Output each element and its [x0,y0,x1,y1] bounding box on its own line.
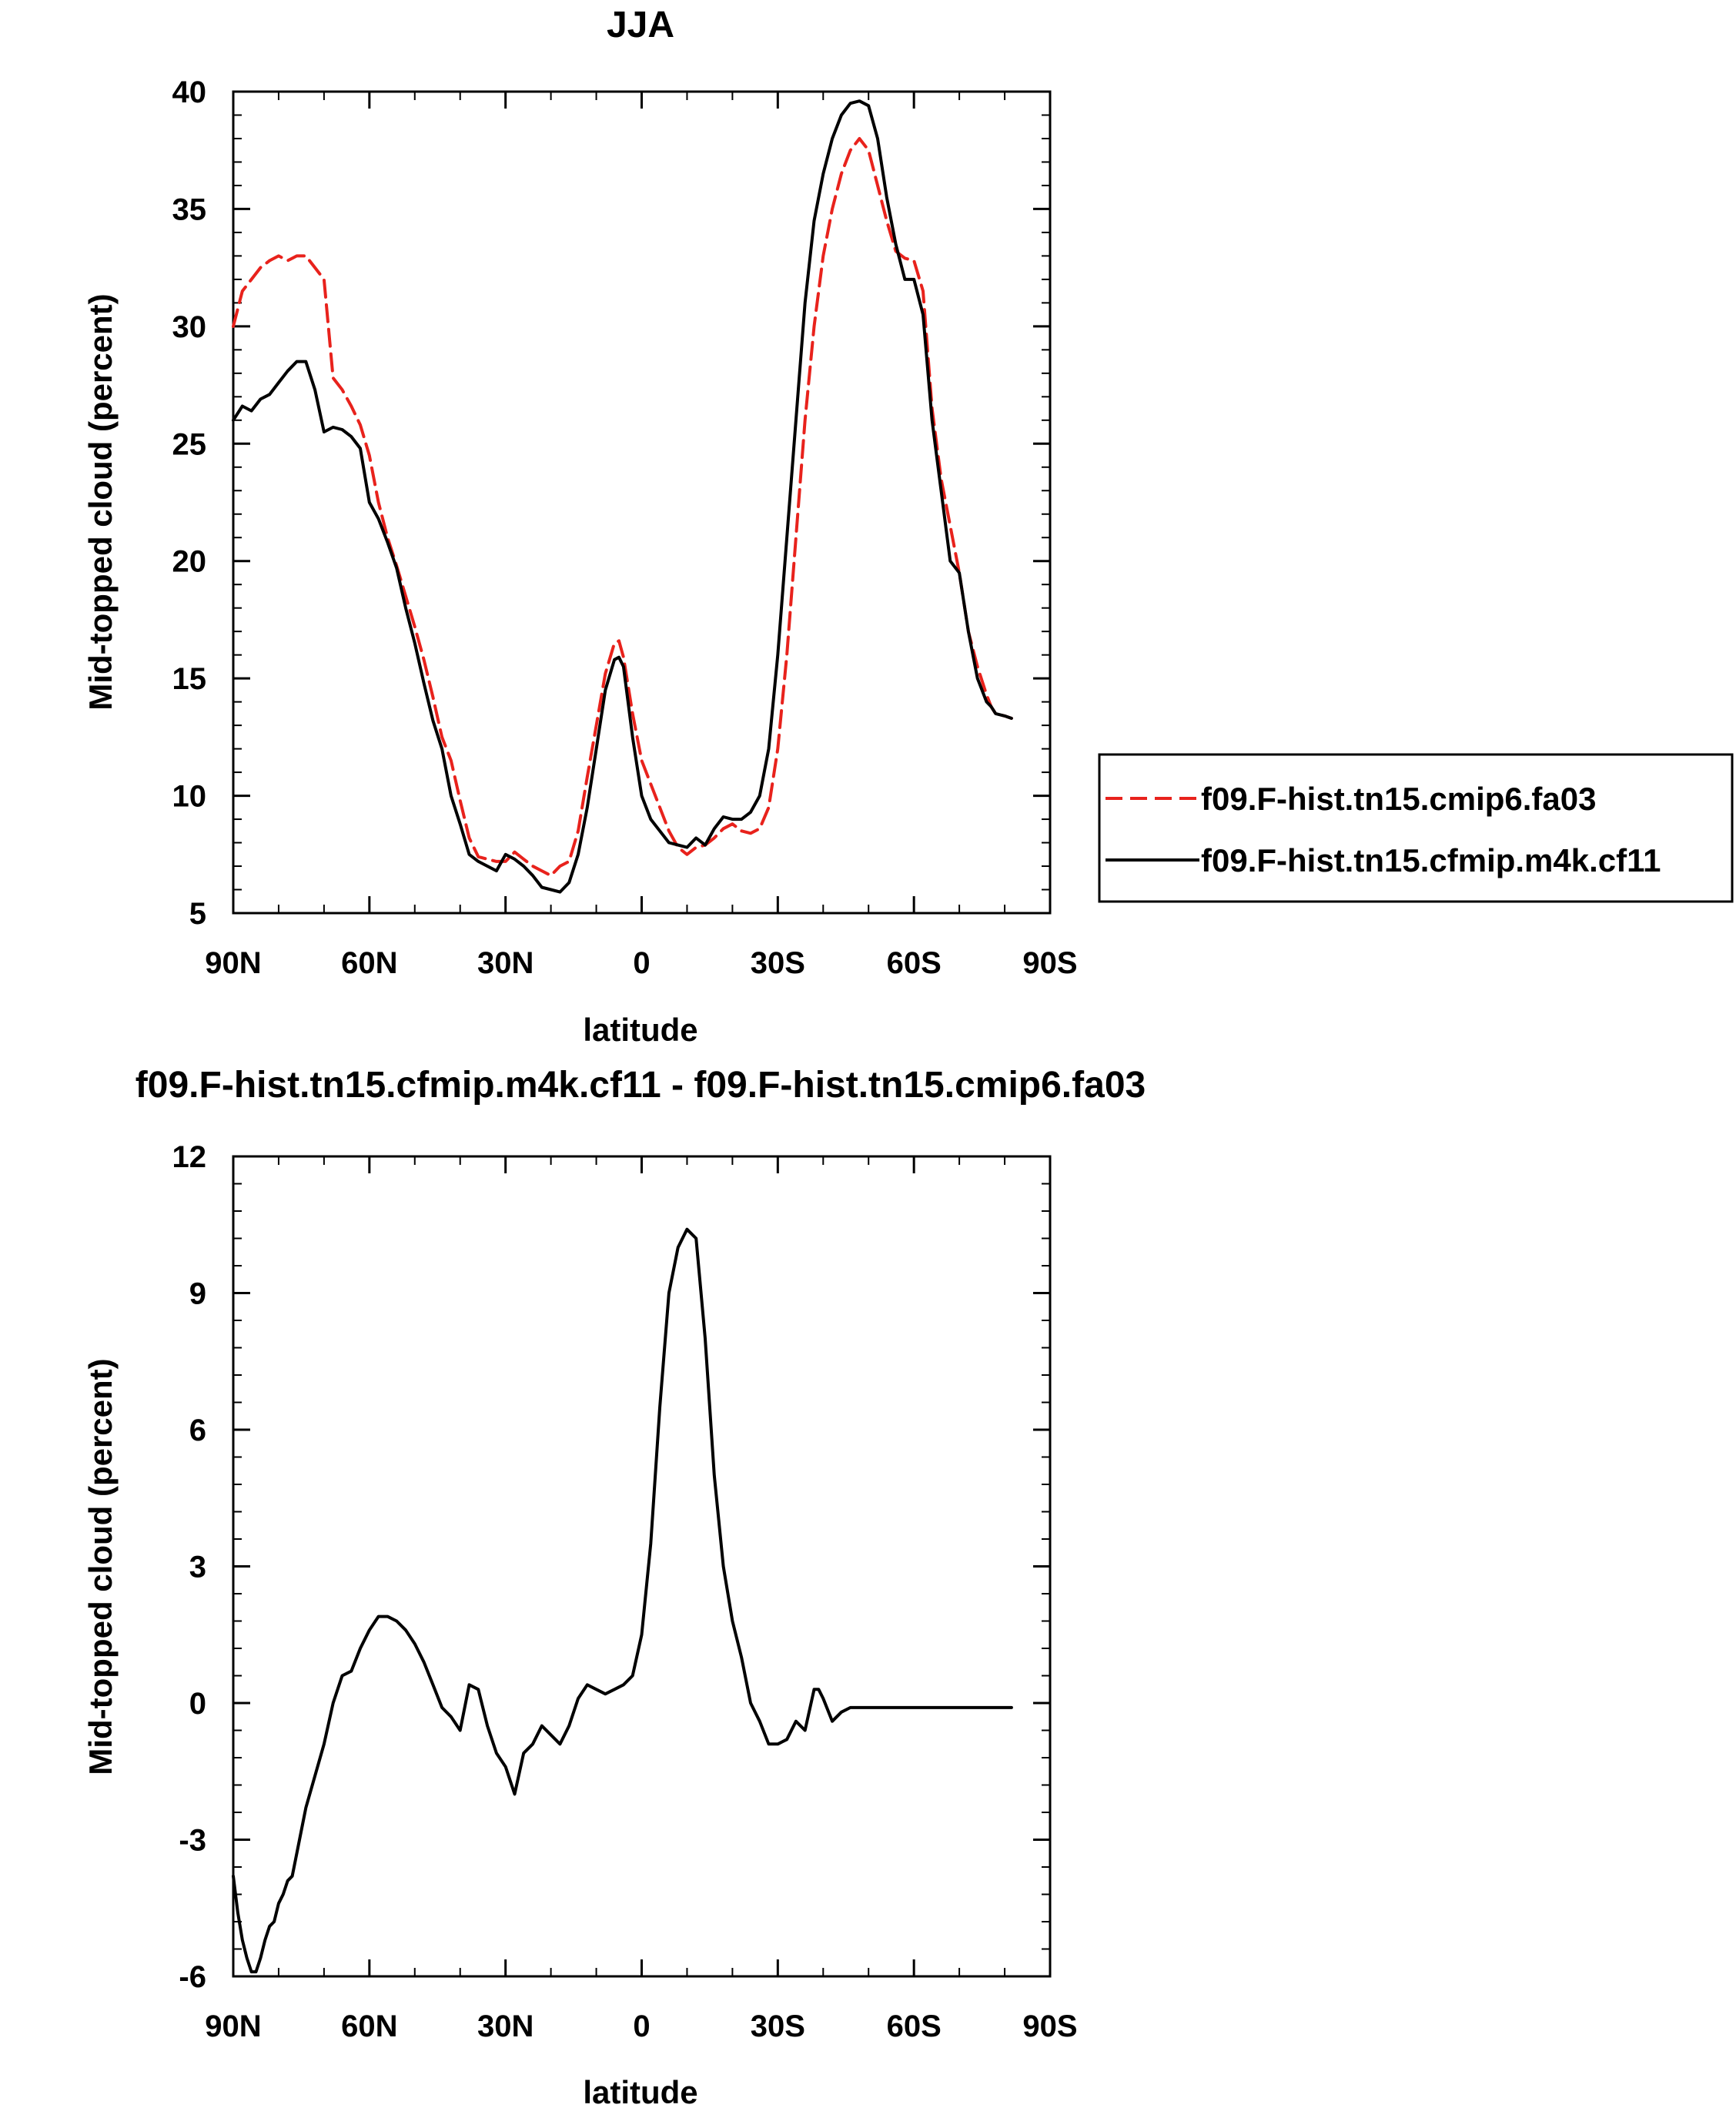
top-y-tick-label: 15 [172,662,207,696]
top-chart-title: JJA [607,5,674,45]
top-x-tick-label: 30S [751,946,805,980]
bottom-y-tick-label: 9 [189,1277,206,1311]
top-ticks: 90N 60N 30N 0 30S 60S 90S 5 10 15 20 25 30 35 40 [172,75,1078,980]
legend-label-cf11: f09.F-hist.tn15.cfmip.m4k.cf11 [1201,842,1661,878]
bottom-x-tick-label: 90N [205,2009,261,2043]
bottom-x-tick-label: 60N [341,2009,397,2043]
bottom-ticks: 90N 60N 30N 0 30S 60S 90S -6 -3 0 3 6 9 12 [172,1140,1078,2043]
bottom-x-axis-title: latitude [583,2074,697,2108]
top-x-tick-label: 0 [633,946,650,980]
top-x-tick-label: 60S [887,946,942,980]
bottom-y-tick-label: 0 [189,1687,206,1721]
bottom-x-tick-label: 60S [887,2009,942,2043]
bottom-x-tick-label: 30S [751,2009,805,2043]
top-y-tick-label: 35 [172,192,207,226]
bottom-y-tick-label: 12 [172,1140,207,1174]
bottom-y-tick-label: 3 [189,1551,206,1584]
top-series-lines [232,99,1013,894]
top-series-line-0 [232,137,1013,878]
top-series-line-1 [232,99,1013,894]
top-x-tick-label: 30N [477,946,534,980]
top-x-tick-label: 60N [341,946,397,980]
top-x-axis-title: latitude [583,1012,697,1048]
bottom-y-tick-label: 6 [189,1414,206,1447]
legend-label-fa03: f09.F-hist.tn15.cmip6.fa03 [1201,781,1597,817]
top-y-tick-label: 25 [172,427,207,461]
bottom-series-line-0 [232,1227,1013,1974]
top-x-tick-label: 90S [1022,946,1077,980]
bottom-x-tick-label: 90S [1022,2009,1077,2043]
top-y-tick-label: 20 [172,545,207,579]
top-y-tick-label: 10 [172,780,207,814]
bottom-chart-title: f09.F-hist.tn15.cfmip.m4k.cf11 - f09.F-h… [135,1065,1146,1106]
bottom-y-axis-title: Mid-topped cloud (percent) [82,1358,119,1775]
bottom-x-tick-label: 30N [477,2009,534,2043]
top-chart: JJA 90N 60N 30N 0 30S 60S 90S 5 10 15 20 25 30 35 40 l… [82,5,1734,1048]
bottom-plot-frame [232,1155,1052,1978]
top-y-tick-label: 40 [172,75,207,109]
bottom-chart: f09.F-hist.tn15.cfmip.m4k.cf11 - f09.F-h… [82,1065,1146,2108]
bottom-series-lines [232,1227,1013,1974]
legend: f09.F-hist.tn15.cmip6.fa03 f09.F-hist.tn… [1098,753,1734,903]
top-y-axis-title: Mid-topped cloud (percent) [82,293,119,710]
top-y-tick-label: 5 [189,897,206,931]
top-x-tick-label: 90N [205,946,261,980]
bottom-y-tick-label: -6 [179,1960,206,1994]
legend-box [1098,753,1734,903]
bottom-y-tick-label: -3 [179,1824,206,1858]
bottom-x-tick-label: 0 [633,2009,650,2043]
top-y-tick-label: 30 [172,310,207,344]
